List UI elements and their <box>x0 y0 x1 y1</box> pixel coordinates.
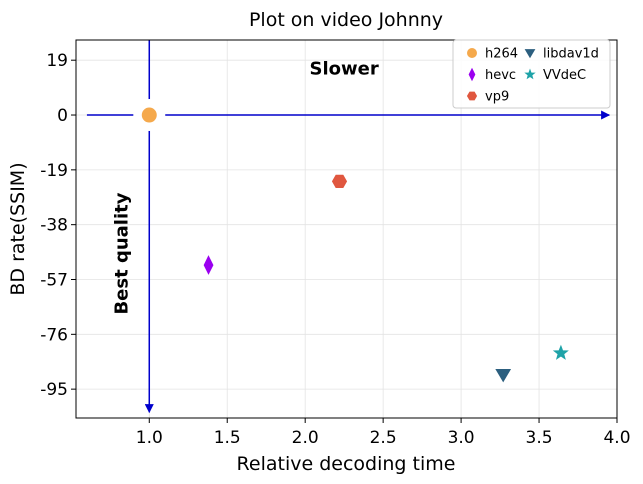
legend-label-libdav1d: libdav1d <box>543 47 599 62</box>
y-tick-label: -95 <box>40 380 68 400</box>
legend-label-hevc: hevc <box>485 68 516 83</box>
x-tick-label: 2.0 <box>292 428 319 448</box>
y-tick-label: -38 <box>40 216 68 236</box>
y-tick-label: -57 <box>40 270 68 290</box>
x-tick-label: 2.5 <box>370 428 397 448</box>
point-vp9 <box>331 174 348 188</box>
y-tick-label: 0 <box>57 106 68 126</box>
point-h264 <box>141 107 157 123</box>
annotations: Slower Best quality <box>111 59 378 315</box>
axis-ticks: 1.0 1.5 2.0 2.5 3.0 3.5 4.0 19 0 -19 -38 -57 -76 -95 <box>40 51 630 448</box>
legend-marker-libdav1d <box>524 49 536 59</box>
x-tick-label: 1.0 <box>136 428 163 448</box>
legend-label-vvdec: VVdeC <box>543 68 586 83</box>
legend-marker-vp9 <box>466 91 478 101</box>
legend: h264 hevc vp9 libdav1d VVdeC <box>452 39 611 109</box>
y-tick-label: 19 <box>46 51 68 71</box>
x-axis-label: Relative decoding time <box>237 453 456 475</box>
x-tick-label: 4.0 <box>603 428 630 448</box>
data-points <box>141 107 569 383</box>
legend-label-vp9: vp9 <box>485 90 509 105</box>
point-vvdec <box>552 344 569 360</box>
x-tick-label: 1.5 <box>214 428 241 448</box>
x-tick-label: 3.0 <box>448 428 475 448</box>
legend-marker-h264 <box>467 48 477 58</box>
x-tick-label: 3.5 <box>526 428 553 448</box>
point-libdav1d <box>495 369 512 383</box>
annotation-best-quality: Best quality <box>111 192 132 314</box>
y-tick-label: -19 <box>40 161 68 181</box>
legend-marker-hevc <box>468 67 476 82</box>
point-hevc <box>203 255 214 275</box>
y-tick-label: -76 <box>40 325 68 345</box>
plot-frame <box>75 39 618 419</box>
legend-marker-vvdec <box>524 68 536 80</box>
chart-title: Plot on video Johnny <box>249 9 443 31</box>
y-axis-label: BD rate(SSIM) <box>7 162 29 295</box>
legend-label-h264: h264 <box>485 47 518 62</box>
annotation-slower: Slower <box>310 59 379 80</box>
